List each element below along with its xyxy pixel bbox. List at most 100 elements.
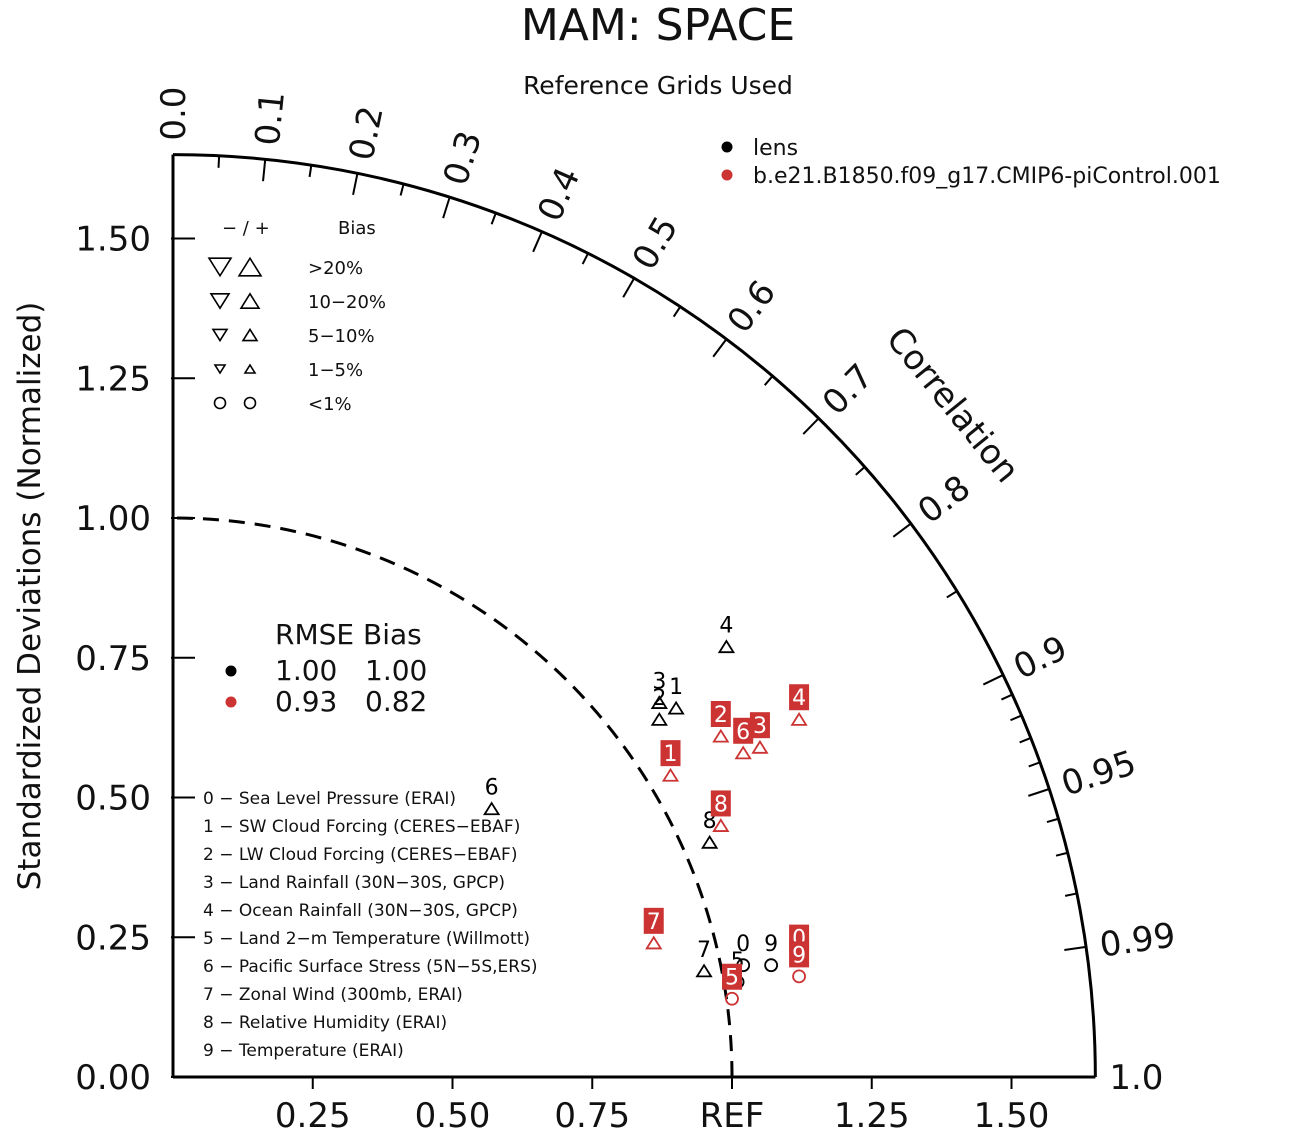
- correlation-tick-label: 0.7: [815, 356, 881, 423]
- data-label-box: [643, 907, 664, 934]
- data-label: 9: [792, 943, 806, 968]
- variable-label: 4 − Ocean Rainfall (30N−30S, GPCP): [203, 901, 518, 921]
- x-tick-label: 0.75: [554, 1096, 630, 1135]
- correlation-tick-label: 0.1: [248, 90, 293, 148]
- bias-circle: [243, 396, 257, 410]
- data-label-box: [710, 790, 731, 817]
- correlation-minor-tick: [1064, 892, 1078, 897]
- data-point-triangle: [667, 700, 685, 715]
- bias-circle: [213, 396, 227, 410]
- correlation-tick-label: 0.4: [530, 162, 588, 228]
- data-label: 0: [736, 932, 750, 957]
- variable-label: 2 − LW Cloud Forcing (CERES−EBAF): [203, 845, 517, 865]
- data-point-triangle: [734, 745, 752, 760]
- bias-down-triangle: [209, 293, 231, 310]
- data-point-triangle: [695, 963, 713, 978]
- bias-down-triangle: [211, 328, 229, 343]
- data-label: 1: [664, 742, 678, 767]
- data-point-triangle: [701, 834, 719, 849]
- data-point-triangle: [790, 711, 808, 726]
- data-label: 7: [647, 910, 661, 935]
- correlation-tick-label: 0.3: [436, 126, 490, 190]
- correlation-tick-label: 0.8: [911, 468, 978, 532]
- y-tick-label: 0.50: [75, 779, 151, 819]
- y-tick-label: 1.25: [75, 359, 151, 399]
- bias-legend-label: >20%: [308, 258, 363, 279]
- data-point-triangle: [712, 728, 730, 743]
- data-point-triangle: [717, 639, 736, 654]
- legend-layer: lens b.e21.B1850.f09_g17.CMIP6-piControl.…: [203, 136, 1221, 1061]
- data-label: 4: [719, 614, 733, 639]
- rmse-marker: [225, 696, 237, 708]
- data-label: 4: [792, 686, 806, 711]
- bias-value: 0.82: [365, 685, 427, 718]
- correlation-minor-tick: [1001, 693, 1013, 701]
- correlation-minor-tick: [399, 183, 405, 196]
- correlation-tick-label: 0.0: [154, 87, 194, 141]
- data-point-circle: [725, 991, 739, 1006]
- correlation-tick: [892, 522, 912, 538]
- data-point-triangle: [650, 695, 668, 709]
- data-label: 2: [652, 686, 666, 711]
- y-tick-label: 1.50: [75, 220, 151, 260]
- correlation-tick: [442, 196, 451, 219]
- correlation-minor-tick: [217, 155, 221, 168]
- correlation-tick-label: 0.2: [342, 103, 392, 164]
- reference-arc: [172, 516, 734, 1078]
- bias-legend-label: 10−20%: [308, 292, 386, 313]
- x-tick-label: 0.50: [415, 1096, 491, 1135]
- bias-legend-label: 1−5%: [308, 360, 363, 381]
- data-point-triangle: [712, 818, 730, 832]
- bias-up-triangle: [241, 327, 259, 342]
- legend-marker: [721, 169, 733, 181]
- bias-legend-label: 5−10%: [308, 326, 375, 347]
- data-label-box: [710, 701, 731, 728]
- bias-up-triangle: [237, 256, 263, 277]
- correlation-tick: [1028, 788, 1050, 797]
- correlation-tick: [982, 674, 1004, 686]
- chart-subtitle: Reference Grids Used: [523, 71, 793, 100]
- correlation-tick-label: 0.99: [1097, 915, 1178, 965]
- correlation-tick: [352, 173, 359, 196]
- bias-up-triangle: [239, 292, 261, 309]
- data-point-triangle: [751, 739, 769, 754]
- variable-label: 9 − Temperature (ERAI): [203, 1041, 404, 1061]
- correlation-tick-label: 0.6: [720, 273, 784, 340]
- outer-arc: [172, 153, 1097, 1078]
- rmse-value: 0.93: [275, 685, 337, 718]
- data-label: 1: [669, 675, 683, 700]
- bias-legend-header: Bias: [338, 218, 376, 239]
- data-point-circle: [792, 969, 806, 984]
- correlation-minor-tick: [763, 375, 774, 386]
- y-tick-label: 0.25: [75, 918, 151, 958]
- y-tick-label: 0.00: [75, 1058, 151, 1098]
- correlation-tick: [262, 159, 267, 182]
- variable-label: 0 − Sea Level Pressure (ERAI): [203, 789, 456, 809]
- data-label: 6: [485, 776, 499, 801]
- data-label-box: [749, 712, 770, 739]
- correlation-minor-tick: [1028, 761, 1041, 768]
- data-point-triangle: [645, 935, 663, 950]
- data-label-box: [733, 717, 754, 744]
- bias-value: 1.00: [365, 654, 427, 687]
- correlation-tick: [802, 417, 820, 435]
- data-label: 5: [725, 966, 739, 991]
- correlation-minor-tick: [308, 164, 313, 178]
- rmse-header: RMSE Bias: [275, 618, 422, 651]
- correlation-minor-tick: [1055, 851, 1068, 857]
- y-tick-label: 0.75: [75, 639, 151, 679]
- x-tick-label: 0.25: [275, 1096, 351, 1135]
- data-label-box: [789, 941, 810, 968]
- variable-label: 6 − Pacific Surface Stress (5N−5S,ERS): [203, 957, 538, 977]
- bias-legend-label: <1%: [308, 394, 352, 415]
- correlation-tick: [1064, 945, 1087, 951]
- variable-label: 8 − Relative Humidity (ERAI): [203, 1013, 447, 1033]
- chart-title: MAM: SPACE: [521, 0, 795, 51]
- correlation-tick-label: 0.5: [625, 210, 687, 277]
- correlation-axis-label: Correlation: [878, 320, 1027, 491]
- data-label: 3: [652, 669, 666, 694]
- correlation-minor-tick: [855, 466, 866, 476]
- data-label: 8: [714, 792, 728, 817]
- variable-label: 1 − SW Cloud Forcing (CERES−EBAF): [203, 817, 520, 837]
